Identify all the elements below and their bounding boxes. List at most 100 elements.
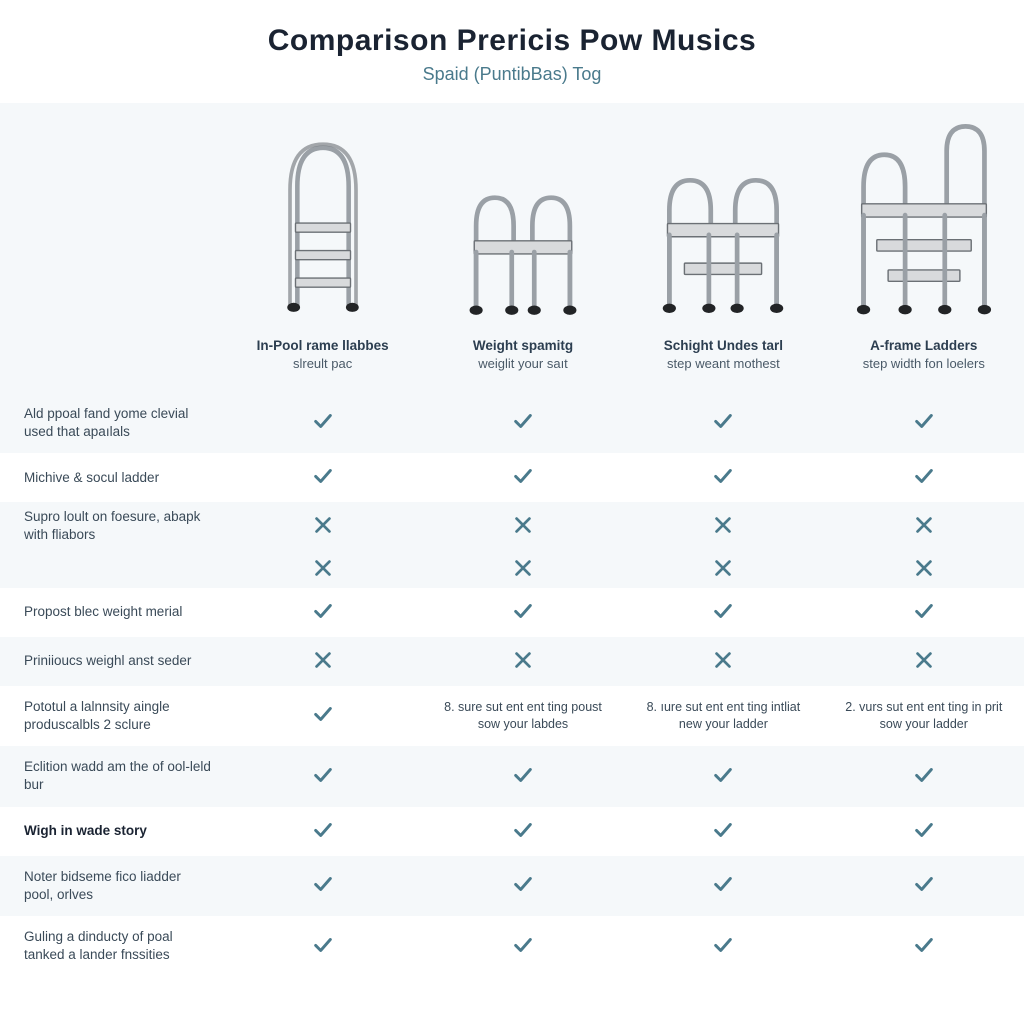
- cell: [222, 637, 422, 686]
- cross-icon: [312, 557, 334, 579]
- page-title: Comparison Prericis Pow Musics: [0, 24, 1024, 58]
- table-row: [0, 551, 1024, 588]
- check-icon: [913, 410, 935, 432]
- page-subtitle: Spaid (PuntibBas) Tog: [0, 64, 1024, 85]
- cell: [423, 551, 623, 588]
- cross-icon: [312, 649, 334, 671]
- comparison-table: In-Pool rame llabbes slreult pac: [0, 103, 1024, 976]
- cell: 8. ıure sut ent ent ting intliat new you…: [623, 686, 823, 746]
- check-icon: [712, 410, 734, 432]
- cell: [222, 746, 422, 806]
- cell: [623, 453, 823, 502]
- check-icon: [512, 600, 534, 622]
- product-header-row: In-Pool rame llabbes slreult pac: [0, 103, 1024, 393]
- cell: [824, 393, 1024, 453]
- product-sub-1: weiglit your saıt: [435, 355, 611, 373]
- comparison-table-wrap: In-Pool rame llabbes slreult pac: [0, 103, 1024, 976]
- check-icon: [312, 600, 334, 622]
- cell: 8. sure sut ent ent ting poust sow your …: [423, 686, 623, 746]
- product-sub-3: step width fon loelers: [836, 355, 1012, 373]
- cell: [423, 453, 623, 502]
- row-label: [0, 551, 222, 588]
- cell: [824, 916, 1024, 976]
- cross-icon: [913, 557, 935, 579]
- table-row: Priniioucs weighl anst seder: [0, 637, 1024, 686]
- cell: [824, 588, 1024, 637]
- cell-text: 2. vurs sut ent ent ting in prit sow you…: [838, 699, 1010, 733]
- row-label: Priniioucs weighl anst seder: [0, 637, 222, 686]
- row-label: Ald ppoal fand yome clevial used that ap…: [0, 393, 222, 453]
- cross-icon: [913, 649, 935, 671]
- check-icon: [312, 819, 334, 841]
- cross-icon: [312, 514, 334, 536]
- product-image-0: [234, 113, 410, 323]
- check-icon: [712, 465, 734, 487]
- cell-text: 8. ıure sut ent ent ting intliat new you…: [637, 699, 809, 733]
- check-icon: [913, 764, 935, 786]
- cell: [623, 588, 823, 637]
- cross-icon: [712, 514, 734, 536]
- cell: [423, 637, 623, 686]
- product-label-2: Schight Undes tarl: [635, 337, 811, 355]
- cell: [222, 453, 422, 502]
- product-col-1: Weight spamitg weiglit your saıt: [423, 103, 623, 393]
- cell-text: 8. sure sut ent ent ting poust sow your …: [437, 699, 609, 733]
- check-icon: [512, 465, 534, 487]
- cell: [222, 916, 422, 976]
- cell: [623, 856, 823, 916]
- cell: [222, 588, 422, 637]
- cell: [623, 393, 823, 453]
- cell: [423, 502, 623, 550]
- product-label-0: In-Pool rame llabbes: [234, 337, 410, 355]
- check-icon: [312, 873, 334, 895]
- cell: [222, 393, 422, 453]
- cell: [222, 551, 422, 588]
- table-row: Supro loult on foesure, abapk with fliab…: [0, 502, 1024, 550]
- product-label-3: A-frame Ladders: [836, 337, 1012, 355]
- product-col-2: Schight Undes tarl step weant mothest: [623, 103, 823, 393]
- check-icon: [312, 703, 334, 725]
- table-row: Ald ppoal fand yome clevial used that ap…: [0, 393, 1024, 453]
- check-icon: [712, 873, 734, 895]
- check-icon: [712, 819, 734, 841]
- product-col-3: A-frame Ladders step width fon loelers: [824, 103, 1024, 393]
- row-label: Noter bidseme fico liadder pool, orlves: [0, 856, 222, 916]
- check-icon: [913, 600, 935, 622]
- cross-icon: [512, 557, 534, 579]
- cross-icon: [512, 649, 534, 671]
- cell: [623, 551, 823, 588]
- cell: [824, 453, 1024, 502]
- product-col-0: In-Pool rame llabbes slreult pac: [222, 103, 422, 393]
- cell: [423, 746, 623, 806]
- cell: [824, 746, 1024, 806]
- product-image-2: [635, 113, 811, 323]
- check-icon: [712, 934, 734, 956]
- check-icon: [913, 819, 935, 841]
- check-icon: [913, 873, 935, 895]
- row-label: Propost blec weight merial: [0, 588, 222, 637]
- cross-icon: [712, 649, 734, 671]
- table-row: Noter bidseme fico liadder pool, orlves: [0, 856, 1024, 916]
- table-row: Wigh in wade story: [0, 807, 1024, 856]
- cell: [423, 393, 623, 453]
- check-icon: [512, 934, 534, 956]
- cell: [623, 637, 823, 686]
- comparison-tbody: Ald ppoal fand yome clevial used that ap…: [0, 393, 1024, 977]
- cell: [623, 807, 823, 856]
- check-icon: [312, 465, 334, 487]
- check-icon: [312, 410, 334, 432]
- cell: [824, 637, 1024, 686]
- product-image-1: [435, 113, 611, 323]
- row-label: Supro loult on foesure, abapk with fliab…: [0, 502, 222, 550]
- check-icon: [512, 410, 534, 432]
- product-sub-2: step weant mothest: [635, 355, 811, 373]
- cell: [423, 588, 623, 637]
- row-label: Guling a dinducty of poal tanked a lande…: [0, 916, 222, 976]
- cell: [222, 686, 422, 746]
- row-label: Pototul a lalnnsity aingle produscalbls …: [0, 686, 222, 746]
- check-icon: [512, 873, 534, 895]
- row-label: Michive & socul ladder: [0, 453, 222, 502]
- table-row: Propost blec weight merial: [0, 588, 1024, 637]
- cross-icon: [512, 514, 534, 536]
- cross-icon: [712, 557, 734, 579]
